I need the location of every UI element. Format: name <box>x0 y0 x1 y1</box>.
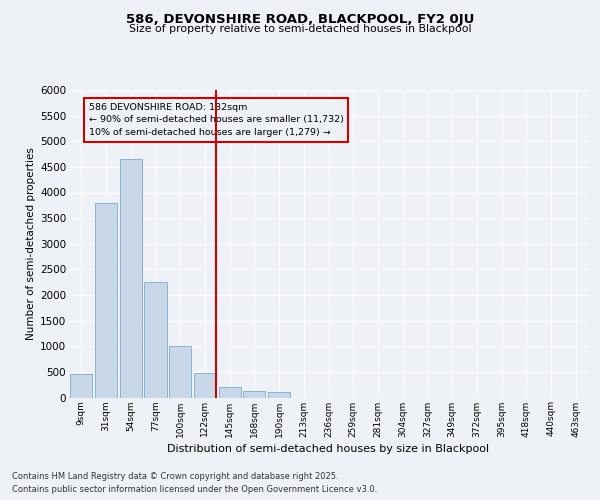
Bar <box>194 374 216 398</box>
Bar <box>145 282 167 398</box>
Y-axis label: Number of semi-detached properties: Number of semi-detached properties <box>26 148 36 340</box>
Bar <box>268 392 290 398</box>
Bar <box>70 374 92 398</box>
Bar <box>95 203 117 398</box>
Bar <box>243 391 265 398</box>
Text: 586, DEVONSHIRE ROAD, BLACKPOOL, FY2 0JU: 586, DEVONSHIRE ROAD, BLACKPOOL, FY2 0JU <box>126 12 474 26</box>
Text: Contains public sector information licensed under the Open Government Licence v3: Contains public sector information licen… <box>12 485 377 494</box>
Bar <box>169 346 191 398</box>
Bar <box>119 159 142 398</box>
Text: Size of property relative to semi-detached houses in Blackpool: Size of property relative to semi-detach… <box>129 24 471 34</box>
X-axis label: Distribution of semi-detached houses by size in Blackpool: Distribution of semi-detached houses by … <box>167 444 490 454</box>
Text: 586 DEVONSHIRE ROAD: 132sqm
← 90% of semi-detached houses are smaller (11,732)
1: 586 DEVONSHIRE ROAD: 132sqm ← 90% of sem… <box>89 103 344 137</box>
Text: Contains HM Land Registry data © Crown copyright and database right 2025.: Contains HM Land Registry data © Crown c… <box>12 472 338 481</box>
Bar <box>218 387 241 398</box>
